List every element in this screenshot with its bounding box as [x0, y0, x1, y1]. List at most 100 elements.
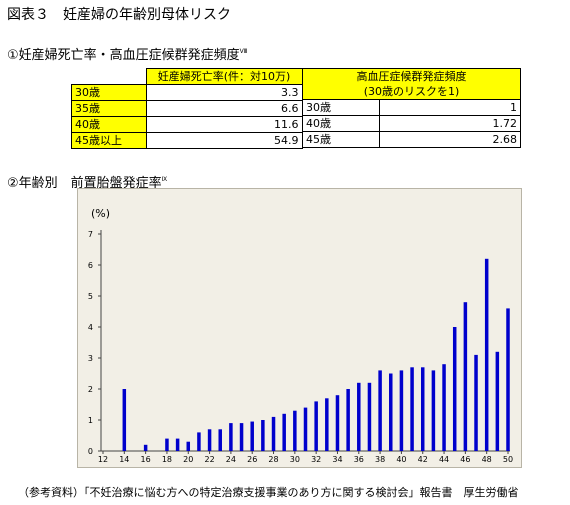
x-tick-label: 12: [98, 455, 108, 464]
bar: [389, 373, 393, 451]
x-tick-label: 28: [268, 455, 278, 464]
bar: [250, 421, 254, 451]
bar: [442, 364, 446, 451]
bar: [399, 370, 404, 451]
bar: [165, 438, 169, 451]
x-tick-label: 16: [141, 455, 151, 464]
table-row: 30歳 1: [301, 99, 521, 116]
maternal-mortality-table: 妊産婦死亡率(件：対10万) 30歳 3.3 35歳 6.6 40歳 11.6 …: [71, 68, 303, 149]
x-tick-label: 38: [375, 455, 385, 464]
y-tick-label: 2: [88, 385, 93, 394]
bar: [346, 389, 350, 451]
x-tick-label: 30: [290, 455, 300, 464]
x-tick-label: 46: [460, 455, 470, 464]
section1-label: ①妊産婦死亡率・高血圧症候群発症頻度: [7, 48, 240, 63]
bar: [378, 370, 382, 451]
section1-footnote: Ⅷ: [239, 48, 248, 55]
section1-heading: ①妊産婦死亡率・高血圧症候群発症頻度Ⅷ: [7, 44, 248, 63]
x-tick-label: 14: [119, 455, 129, 464]
bar: [143, 444, 148, 451]
bar: [410, 367, 414, 451]
y-tick-label: 4: [88, 323, 93, 332]
y-tick-label: 1: [88, 416, 93, 425]
table-row: 45歳以上 54.9: [71, 132, 303, 149]
bar: [357, 382, 361, 451]
x-tick-label: 42: [418, 455, 428, 464]
section2-footnote: Ⅸ: [161, 176, 168, 183]
table1-header: 妊産婦死亡率(件：対10万): [145, 68, 303, 85]
y-axis-label: (%): [91, 207, 110, 220]
y-tick-label: 7: [88, 230, 93, 239]
figure-title: 図表３ 妊産婦の年齢別母体リスク: [7, 7, 231, 23]
y-tick-label: 0: [88, 447, 93, 456]
bar: [261, 420, 265, 451]
section2-label: ②年齢別 前置胎盤発症率: [7, 176, 162, 191]
table1-value-cell: 6.6: [145, 100, 303, 117]
table2-age-cell: 30歳: [301, 99, 381, 116]
bar: [239, 423, 244, 451]
table2-age-cell: 40歳: [301, 115, 381, 132]
table2-age-cell: 45歳: [301, 131, 381, 148]
table1-age-cell: 40歳: [71, 116, 147, 133]
table-row: 45歳 2.68: [301, 131, 521, 148]
bar: [484, 258, 489, 451]
x-tick-label: 20: [183, 455, 193, 464]
table1-age-cell: 45歳以上: [71, 132, 147, 149]
bar: [367, 382, 372, 451]
bar: [229, 423, 233, 451]
bar: [186, 441, 191, 451]
x-tick-label: 44: [439, 455, 449, 464]
bar: [463, 302, 468, 451]
table-row: 40歳 11.6: [71, 116, 303, 133]
table-row: 35歳 6.6: [71, 100, 303, 117]
hypertension-table: 高血圧症候群発症頻度 (30歳のリスクを1) 30歳 1 40歳 1.72 45…: [301, 68, 521, 148]
y-tick-label: 3: [88, 354, 93, 363]
bar: [175, 438, 180, 451]
y-tick-label: 5: [88, 292, 93, 301]
table2-header-line1: 高血圧症候群発症頻度: [356, 70, 467, 83]
table2-value-cell: 1.72: [379, 115, 521, 132]
bar: [335, 395, 340, 451]
table1-age-cell: 35歳: [71, 100, 147, 117]
bar: [495, 351, 500, 451]
x-tick-label: 50: [503, 455, 513, 464]
bar: [314, 401, 318, 451]
x-tick-label: 24: [226, 455, 236, 464]
table2-header-line2: (30歳のリスクを1): [363, 85, 460, 98]
bar: [197, 432, 201, 451]
bar: [293, 410, 297, 451]
bar: [474, 354, 478, 451]
table2-header: 高血圧症候群発症頻度 (30歳のリスクを1): [302, 68, 521, 100]
bar: [506, 308, 510, 451]
bar: [452, 327, 457, 451]
section2-heading: ②年齢別 前置胎盤発症率Ⅸ: [7, 172, 167, 191]
source-note: （参考資料）「不妊治療に悩む方への特定治療支援事業のあり方に関する検討会」報告書…: [18, 486, 519, 499]
table1-value-cell: 54.9: [145, 132, 303, 149]
x-tick-label: 26: [247, 455, 257, 464]
bar: [122, 389, 127, 451]
bar: [325, 398, 329, 451]
table1-age-cell: 30歳: [71, 84, 147, 101]
y-tick-label: 6: [88, 261, 93, 270]
x-tick-label: 22: [204, 455, 214, 464]
bar: [282, 413, 286, 451]
x-tick-label: 48: [482, 455, 492, 464]
placenta-previa-chart: (%) 0 1 2 3 4 5 6 7 12 14 16 18 20 22 24 26 28 30 32 34 36 38 4…: [77, 188, 522, 468]
bar: [271, 416, 276, 451]
bar: [207, 429, 212, 451]
table-row: 40歳 1.72: [301, 115, 521, 132]
bar: [303, 407, 308, 451]
bar: [420, 367, 425, 451]
x-tick-label: 32: [311, 455, 321, 464]
bar: [431, 370, 436, 451]
x-tick-label: 18: [162, 455, 172, 464]
table1-value-cell: 11.6: [145, 116, 303, 133]
table2-value-cell: 2.68: [379, 131, 521, 148]
x-tick-label: 36: [354, 455, 364, 464]
x-tick-label: 40: [396, 455, 406, 464]
bar: [218, 429, 222, 451]
table-row: 30歳 3.3: [71, 84, 303, 101]
x-tick-label: 34: [332, 455, 342, 464]
table2-value-cell: 1: [379, 99, 521, 116]
